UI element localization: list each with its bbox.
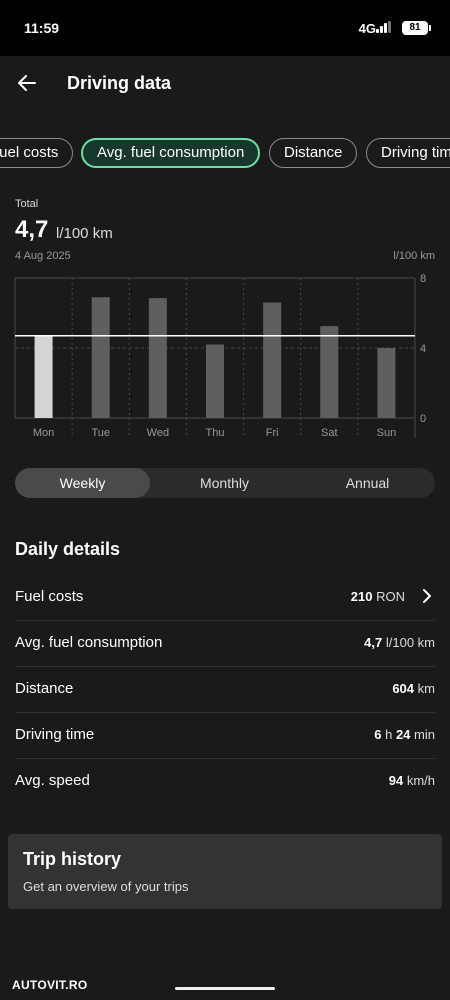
signal-icon (376, 21, 392, 33)
x-tick-label: Thu (206, 427, 225, 439)
detail-row-distance: Distance 604 km (15, 667, 435, 713)
detail-label: Fuel costs (15, 588, 84, 605)
detail-row-fuel-costs[interactable]: Fuel costs 210 RON (15, 575, 435, 621)
daily-details-title: Daily details (15, 539, 121, 559)
x-tick-label: Fri (266, 427, 279, 439)
detail-value: 94 km/h (388, 773, 435, 788)
back-arrow-icon[interactable] (14, 70, 40, 96)
detail-label: Avg. speed (15, 772, 90, 789)
header: Driving data (0, 56, 450, 112)
status-time: 11:59 (24, 20, 60, 36)
x-tick-label: Tue (91, 427, 110, 439)
bar-sun (377, 348, 396, 418)
period-monthly[interactable]: Monthly (199, 475, 250, 491)
x-tick-label: Wed (147, 427, 169, 439)
app-screen: Driving data Fuel costs Avg. fuel consum… (0, 56, 450, 1000)
period-weekly[interactable]: Weekly (15, 468, 150, 498)
detail-value: 6 h 24 min (374, 727, 435, 742)
y-tick-label: 8 (420, 273, 426, 285)
detail-row-driving-time: Driving time 6 h 24 min (15, 713, 435, 759)
trip-history-title: Trip history (23, 849, 122, 869)
home-indicator[interactable] (175, 987, 275, 990)
detail-value: 604 km (392, 681, 435, 696)
x-tick-label: Sun (377, 427, 397, 439)
battery-icon: 81 (402, 21, 431, 35)
metric-chips: Fuel costs Avg. fuel consumption Distanc… (0, 138, 450, 170)
trip-history-card[interactable]: Trip history Get an overview of your tri… (8, 834, 442, 909)
detail-label: Distance (15, 680, 74, 697)
chip-fuel-costs[interactable]: Fuel costs (0, 138, 74, 168)
bar-sat (320, 326, 339, 418)
y-tick-label: 0 (420, 413, 426, 425)
detail-row-avg-fuel-consumption: Avg. fuel consumption 4,7 l/100 km (15, 621, 435, 667)
total-label: Total (15, 198, 39, 210)
x-tick-label: Mon (33, 427, 54, 439)
total-unit: l/100 km (56, 225, 113, 242)
bar-tue (91, 297, 110, 418)
y-tick-label: 4 (420, 343, 426, 355)
page-title: Driving data (67, 73, 172, 93)
network-label: 4G (358, 21, 376, 36)
total-date: 4 Aug 2025 (15, 250, 71, 262)
detail-label: Avg. fuel consumption (15, 634, 163, 651)
chip-avg-fuel-consumption[interactable]: Avg. fuel consumption (81, 138, 261, 168)
watermark-logo: AUTOVIT.RO (12, 978, 88, 992)
x-tick-label: Sat (321, 427, 338, 439)
detail-label: Driving time (15, 726, 95, 743)
y-axis-unit: l/100 km (393, 250, 435, 262)
period-selector: Weekly Monthly Annual (15, 468, 435, 498)
bar-thu (206, 344, 224, 418)
bar-mon (34, 335, 53, 418)
detail-value: 210 RON (350, 589, 405, 604)
chevron-right-icon[interactable] (422, 588, 432, 609)
bar-fri (263, 302, 282, 418)
bar-wed (148, 298, 167, 418)
detail-row-avg-speed: Avg. speed 94 km/h (15, 759, 435, 805)
period-annual[interactable]: Annual (345, 475, 390, 491)
detail-value: 4,7 l/100 km (364, 635, 435, 650)
consumption-bar-chart[interactable]: Mon Tue Wed Thu Fri Sat Sun 0 4 8 (0, 268, 450, 448)
trip-history-subtitle: Get an overview of your trips (23, 879, 189, 894)
status-bar: 11:59 4G 81 (0, 0, 450, 56)
total-value: 4,7 (15, 216, 49, 243)
chip-distance[interactable]: Distance (269, 138, 358, 168)
chip-driving-time[interactable]: Driving time (366, 138, 450, 168)
